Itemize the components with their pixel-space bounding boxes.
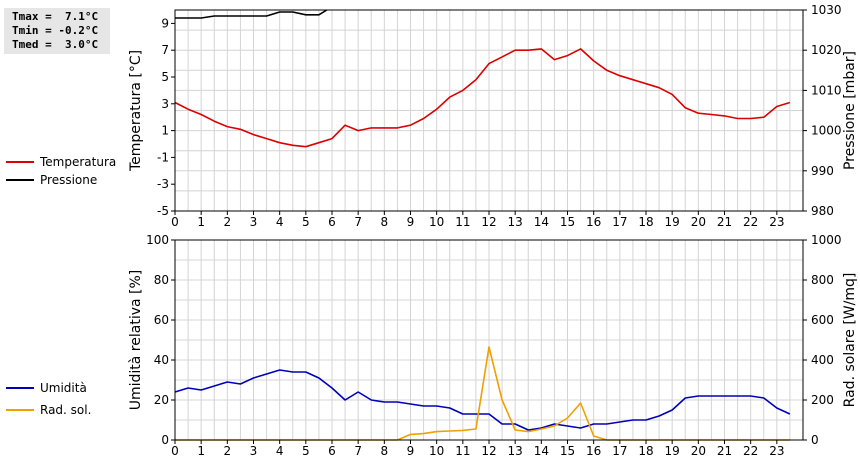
top-left-tick-label: -5: [157, 204, 169, 218]
bottom-x-tick-label: 8: [381, 444, 389, 458]
bottom-right-tick-label: 600: [811, 313, 834, 327]
bottom-x-tick-label: 18: [638, 444, 653, 458]
top-x-tick-label: 8: [381, 215, 389, 229]
bottom-x-tick-label: 22: [743, 444, 758, 458]
top-x-tick-label: 6: [328, 215, 336, 229]
bottom-x-tick-label: 10: [429, 444, 444, 458]
bottom-right-tick-label: 0: [811, 433, 819, 447]
top-left-tick-label: -3: [157, 177, 169, 191]
top-x-tick-label: 12: [481, 215, 496, 229]
top-x-tick-label: 16: [586, 215, 601, 229]
bottom-left-tick-label: 60: [154, 313, 169, 327]
bottom-right-axis-title: Rad. solare [W/mq]: [842, 273, 858, 408]
top-x-tick-label: 19: [665, 215, 680, 229]
bottom-x-tick-label: 11: [455, 444, 470, 458]
top-x-tick-label: 7: [354, 215, 362, 229]
bottom-x-tick-label: 13: [508, 444, 523, 458]
bottom-x-tick-label: 12: [481, 444, 496, 458]
bottom-x-tick-label: 17: [612, 444, 627, 458]
top-x-tick-label: 13: [508, 215, 523, 229]
top-left-tick-label: 3: [161, 97, 169, 111]
top-x-tick-label: 15: [560, 215, 575, 229]
stat-tmax: Tmax = 7.1°C: [12, 10, 99, 23]
top-x-tick-label: 11: [455, 215, 470, 229]
bottom-x-tick-label: 1: [197, 444, 205, 458]
top-x-tick-label: 23: [769, 215, 784, 229]
top-x-tick-label: 2: [224, 215, 232, 229]
top-x-tick-label: 18: [638, 215, 653, 229]
legend-label-rad-sol: Rad. sol.: [40, 403, 92, 417]
bottom-x-tick-label: 4: [276, 444, 284, 458]
bottom-x-tick-label: 2: [224, 444, 232, 458]
top-right-tick-label: 1020: [811, 43, 842, 57]
legend-swatch-pressione: [6, 179, 34, 181]
bottom-right-tick-label: 800: [811, 273, 834, 287]
bottom-left-tick-label: 20: [154, 393, 169, 407]
legend-label-pressione: Pressione: [40, 173, 98, 187]
top-x-tick-label: 10: [429, 215, 444, 229]
legend-swatch-umidita: [6, 387, 34, 389]
top-series-line-0: [174, 48, 791, 148]
top-series-line-1: [175, 9, 328, 19]
top-x-tick-label: 21: [717, 215, 732, 229]
top-right-tick-label: 1030: [811, 3, 842, 17]
top-x-tick-label: 20: [691, 215, 706, 229]
top-x-tick-label: 5: [302, 215, 310, 229]
top-right-tick-label: 1000: [811, 124, 842, 138]
bottom-x-tick-label: 19: [665, 444, 680, 458]
bottom-x-tick-label: 14: [534, 444, 549, 458]
bottom-right-tick-label: 1000: [811, 233, 842, 247]
stat-tmed: Tmed = 3.0°C: [12, 38, 99, 51]
bottom-x-tick-label: 3: [250, 444, 258, 458]
bottom-left-tick-label: 0: [161, 433, 169, 447]
top-right-tick-label: 980: [811, 204, 834, 218]
top-left-tick-label: 7: [161, 43, 169, 57]
legend-label-umidita: Umidità: [40, 381, 87, 395]
top-x-tick-label: 0: [171, 215, 179, 229]
top-left-tick-label: 5: [161, 70, 169, 84]
top-right-axis-title: Pressione [mbar]: [842, 51, 858, 170]
top-x-tick-label: 4: [276, 215, 284, 229]
bottom-series-line-0: [174, 369, 791, 431]
top-right-tick-label: 990: [811, 164, 834, 178]
legend-label-temperatura: Temperatura: [40, 155, 117, 169]
bottom-x-tick-label: 15: [560, 444, 575, 458]
bottom-x-tick-label: 7: [354, 444, 362, 458]
stats-box: Tmax = 7.1°C Tmin = -0.2°C Tmed = 3.0°C: [4, 8, 110, 54]
top-left-tick-label: 1: [161, 124, 169, 138]
bottom-x-tick-label: 5: [302, 444, 310, 458]
bottom-left-tick-label: 100: [146, 233, 169, 247]
bottom-x-tick-label: 0: [171, 444, 179, 458]
bottom-left-tick-label: 80: [154, 273, 169, 287]
bottom-series-line-1: [175, 346, 790, 441]
bottom-left-tick-label: 40: [154, 353, 169, 367]
legend-swatch-temperatura: [6, 161, 34, 163]
top-left-tick-label: 9: [161, 16, 169, 30]
stat-tmin: Tmin = -0.2°C: [12, 24, 99, 37]
bottom-x-tick-label: 20: [691, 444, 706, 458]
bottom-x-tick-label: 9: [407, 444, 415, 458]
top-x-tick-label: 22: [743, 215, 758, 229]
top-x-tick-label: 9: [407, 215, 415, 229]
bottom-right-tick-label: 400: [811, 353, 834, 367]
top-right-tick-label: 1010: [811, 83, 842, 97]
bottom-x-tick-label: 16: [586, 444, 601, 458]
top-x-tick-label: 3: [250, 215, 258, 229]
bottom-left-axis-title: Umidità relativa [%]: [128, 270, 144, 411]
top-x-tick-label: 14: [534, 215, 549, 229]
bottom-x-tick-label: 6: [328, 444, 336, 458]
bottom-right-tick-label: 200: [811, 393, 834, 407]
legend-swatch-rad-sol: [6, 409, 34, 411]
bottom-x-tick-label: 21: [717, 444, 732, 458]
top-left-tick-label: -1: [157, 150, 169, 164]
top-x-tick-label: 1: [197, 215, 205, 229]
bottom-x-tick-label: 23: [769, 444, 784, 458]
top-x-tick-label: 17: [612, 215, 627, 229]
top-left-axis-title: Temperatura [°C]: [128, 50, 144, 172]
